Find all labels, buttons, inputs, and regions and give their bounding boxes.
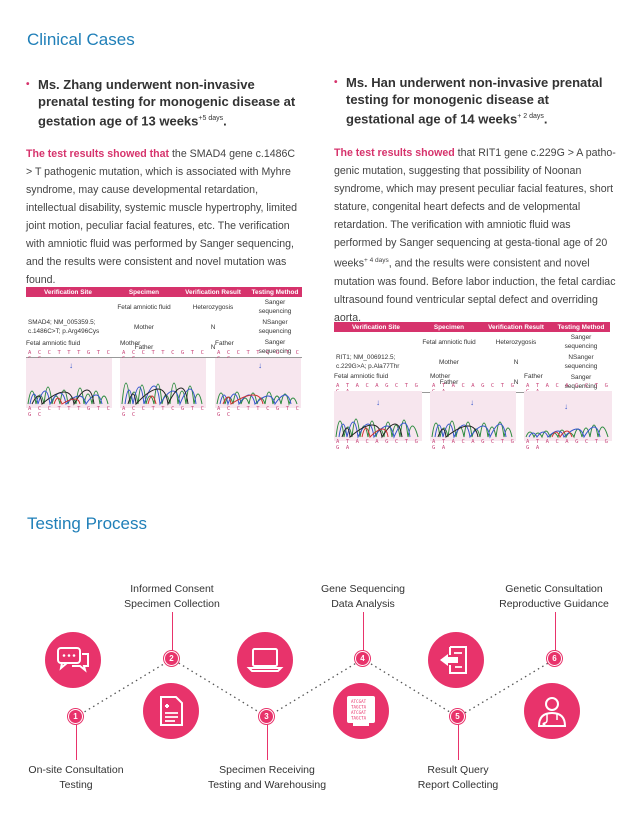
step-1-label: On-site Consultation Testing xyxy=(28,764,124,791)
verification-table-1: Verification Site Specimen Verification … xyxy=(26,287,302,358)
connector-line xyxy=(458,724,459,760)
svg-text:↓: ↓ xyxy=(258,361,262,370)
step-4-number: 4 xyxy=(355,651,370,666)
clinical-cases-title: Clinical Cases xyxy=(27,30,135,49)
connector-line xyxy=(172,612,173,654)
svg-text:↓: ↓ xyxy=(376,398,380,407)
step-2-label: Informed Consent Specimen Collection xyxy=(124,583,220,610)
sequencer-icon: ATCGAT TAGCTA ATCGAT TAGCTA xyxy=(347,696,375,726)
step-4-circle: ATCGAT TAGCTA ATCGAT TAGCTA xyxy=(333,683,389,739)
chromatogram-mother-1: Mother A C C T T C G T C G C A C C T T C… xyxy=(120,340,206,418)
step-6-label: Genetic Consultation Reproductive Guidanc… xyxy=(499,583,609,610)
svg-text:↓: ↓ xyxy=(69,361,73,370)
sequencing-trace: ↓ xyxy=(215,358,301,408)
verification-table-2: Verification Site Specimen Verification … xyxy=(334,322,610,393)
sequencing-trace: ↓ xyxy=(334,391,422,441)
sequencing-trace xyxy=(120,358,206,408)
connector-line xyxy=(267,724,268,760)
step-3-number: 3 xyxy=(259,709,274,724)
sequencing-trace: ↓ xyxy=(26,358,112,408)
testing-process-title: Testing Process xyxy=(27,514,147,533)
consent-form-icon xyxy=(160,696,183,726)
case-heading: • Ms. Han underwent non-invasive prenata… xyxy=(334,75,603,127)
step-6-number: 6 xyxy=(547,651,562,666)
sequencing-trace: ↓ xyxy=(524,391,612,441)
step-1-number: 1 xyxy=(68,709,83,724)
connector-line xyxy=(555,612,556,654)
case-zhang: • Ms. Zhang underwent non-invasive prena… xyxy=(26,76,300,289)
step-3-label: Specimen Receiving Testing and Warehousin… xyxy=(207,764,327,791)
bullet-icon: • xyxy=(334,77,338,88)
case-body: The test results showed that RIT1 gene c… xyxy=(334,147,616,324)
chat-bubbles-icon xyxy=(57,647,89,673)
chromatogram-fetal-2: Fetal amniotic fluid A T A C A G C T G G… xyxy=(334,373,422,451)
svg-text:↓: ↓ xyxy=(564,402,568,411)
chromatogram-fetal-1: Fetal amniotic fluid A C C T T T G T C G… xyxy=(26,340,112,418)
step-5-number: 5 xyxy=(450,709,465,724)
laptop-icon xyxy=(246,648,284,672)
case-han: • Ms. Han underwent non-invasive prenata… xyxy=(334,74,616,327)
doctor-icon xyxy=(537,697,567,727)
step-3-circle xyxy=(237,632,293,688)
case-heading: • Ms. Zhang underwent non-invasive prena… xyxy=(26,77,296,129)
svg-text:TAGCTA: TAGCTA xyxy=(351,716,367,721)
bullet-icon: • xyxy=(26,79,30,90)
connector-line xyxy=(363,612,364,654)
chromatogram-father-2: Father A T A C A G C T G G A ↓ A T A C A… xyxy=(524,373,612,451)
step-1-circle xyxy=(45,632,101,688)
svg-text:ATCGAT: ATCGAT xyxy=(351,710,367,715)
svg-text:↓: ↓ xyxy=(470,398,474,407)
connector-line xyxy=(76,724,77,760)
sequencing-trace: ↓ xyxy=(430,391,516,441)
step-4-label: Gene Sequencing Data Analysis xyxy=(320,583,406,610)
case-body: The test results showed that the SMAD4 g… xyxy=(26,148,298,287)
step-5-label: Result Query Report Collecting xyxy=(417,764,499,791)
step-2-number: 2 xyxy=(164,651,179,666)
step-5-circle xyxy=(428,632,484,688)
chromatogram-father-1: Father A C C T T C G T C G C ↓ A C C T T… xyxy=(215,340,301,418)
svg-text:TAGCTA: TAGCTA xyxy=(351,705,367,710)
report-arrow-icon xyxy=(440,646,467,674)
svg-text:ATCGAT: ATCGAT xyxy=(351,699,367,704)
step-2-circle xyxy=(143,683,199,739)
step-6-circle xyxy=(524,683,580,739)
chromatogram-mother-2: Mother A T A C A G C T G G A ↓ A T A C A… xyxy=(430,373,516,451)
